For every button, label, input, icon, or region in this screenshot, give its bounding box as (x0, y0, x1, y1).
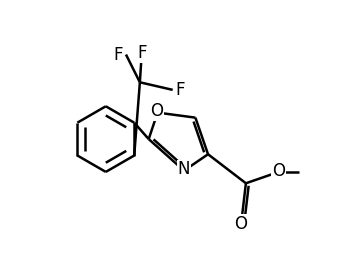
Text: F: F (175, 81, 185, 99)
Text: N: N (178, 160, 190, 178)
Text: O: O (150, 102, 163, 120)
Text: O: O (234, 215, 247, 233)
Text: O: O (272, 162, 285, 180)
Text: F: F (137, 44, 147, 62)
Text: F: F (113, 45, 123, 63)
